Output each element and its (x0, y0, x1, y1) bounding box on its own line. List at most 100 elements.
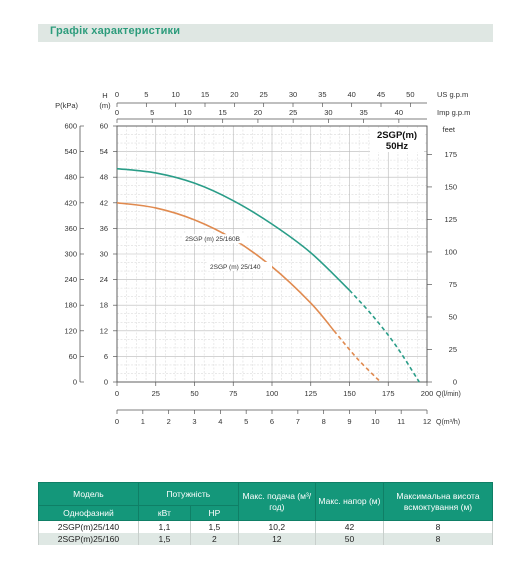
pressure-tick-label: 300 (64, 250, 77, 259)
us-gpm-tick-label: 25 (259, 90, 267, 99)
cell-head: 42 (314, 520, 385, 533)
us-gpm-tick-label: 15 (201, 90, 209, 99)
us-gpm-tick-label: 5 (144, 90, 148, 99)
cell-flow: 12 (237, 533, 316, 545)
chart-labels: H(m) P(kPa) feet US g.p.m Imp g.p.m Q(l/min) Q… (55, 90, 470, 426)
lmin-axis-label: Q(l/min) (436, 391, 461, 398)
imp-gpm-tick-label: 5 (150, 108, 154, 117)
chart-grid (116, 125, 428, 383)
m3h-tick-label: 9 (347, 417, 351, 426)
m3h-tick-label: 8 (322, 417, 326, 426)
m3h-tick-label: 10 (371, 417, 379, 426)
pressure-tick-label: 180 (64, 301, 77, 310)
m3h-tick-label: 2 (167, 417, 171, 426)
lmin-tick-label: 0 (115, 389, 119, 398)
feet-tick-label: 150 (444, 182, 457, 191)
m3h-tick-label: 4 (218, 417, 222, 426)
us-gpm-tick-label: 35 (318, 90, 326, 99)
imp-gpm-tick-label: 20 (254, 108, 262, 117)
imp-gpm-tick-label: 40 (395, 108, 403, 117)
us-gpm-tick-label: 40 (347, 90, 355, 99)
imp-gpm-tick-label: 25 (289, 108, 297, 117)
us-gpm-tick-label: 20 (230, 90, 238, 99)
m3h-tick-label: 6 (270, 417, 274, 426)
cell-hp: 2 (189, 533, 239, 545)
imp-gpm-tick-label: 30 (324, 108, 332, 117)
pressure-tick-label: 360 (64, 224, 77, 233)
pressure-tick-label: 120 (64, 326, 77, 335)
pressure-tick-label: 60 (69, 352, 77, 361)
cell-model: 2SGP(m)25/140 (38, 520, 139, 533)
model-label-bg (370, 128, 424, 152)
head-axis-unit: (m) (99, 101, 111, 110)
feet-tick-label: 75 (449, 280, 457, 289)
feet-tick-label: 50 (449, 312, 457, 321)
subheader-kw: кВт (137, 505, 191, 521)
subheader-phase: Однофазний (38, 505, 139, 521)
cell-flow: 10,2 (237, 520, 316, 533)
us-gpm-tick-label: 0 (115, 90, 119, 99)
cell-suction: 8 (383, 533, 493, 545)
header-bar (38, 24, 493, 42)
us-gpm-tick-label: 30 (289, 90, 297, 99)
lmin-tick-label: 175 (382, 389, 395, 398)
head-tick-label: 24 (100, 275, 108, 284)
lmin-tick-label: 200 (421, 389, 434, 398)
us-gpm-tick-label: 10 (171, 90, 179, 99)
head-tick-label: 42 (100, 198, 108, 207)
m3h-tick-label: 7 (296, 417, 300, 426)
feet-tick-label: 0 (453, 378, 457, 387)
us-gpm-tick-label: 50 (406, 90, 414, 99)
head-tick-label: 54 (100, 147, 108, 156)
cell-kw: 1,5 (137, 533, 191, 545)
imp-gpm-tick-label: 15 (219, 108, 227, 117)
imp-gpm-tick-label: 10 (183, 108, 191, 117)
imp-gpm-axis-label: Imp g.p.m (437, 108, 470, 117)
curve-0 (116, 167, 351, 291)
lmin-tick-label: 25 (152, 389, 160, 398)
head-tick-label: 6 (104, 352, 108, 361)
lmin-tick-label: 125 (304, 389, 317, 398)
pressure-tick-label: 240 (64, 275, 77, 284)
page-title: Графік характеристики (50, 25, 181, 37)
head-tick-label: 60 (100, 122, 108, 131)
feet-axis-label: feet (442, 125, 455, 134)
cell-model: 2SGP(m)25/160 (38, 533, 139, 545)
us-gpm-tick-label: 45 (377, 90, 385, 99)
us-gpm-axis-label: US g.p.m (437, 90, 468, 99)
lmin-tick-label: 75 (229, 389, 237, 398)
imp-gpm-tick-label: 35 (359, 108, 367, 117)
pressure-tick-label: 600 (64, 122, 77, 131)
curve-dashed-1 (333, 330, 382, 383)
subheader-hp: HP (189, 505, 239, 521)
lmin-tick-label: 100 (266, 389, 279, 398)
header-suction: Максимальна висота всмоктування (м) (383, 482, 493, 521)
head-tick-label: 18 (100, 301, 108, 310)
series-label: 2SGP (m) 25/140 (210, 264, 261, 271)
m3h-tick-label: 1 (141, 417, 145, 426)
head-axis-label: H (102, 91, 107, 100)
head-tick-label: 30 (100, 250, 108, 259)
pressure-tick-label: 540 (64, 147, 77, 156)
feet-tick-label: 175 (444, 150, 457, 159)
series-label-bg (183, 234, 248, 244)
m3h-tick-label: 11 (397, 417, 405, 426)
cell-suction: 8 (383, 520, 493, 533)
pressure-tick-label: 480 (64, 173, 77, 182)
series-label-bg (208, 261, 272, 271)
head-tick-label: 48 (100, 173, 108, 182)
feet-tick-label: 25 (449, 345, 457, 354)
cell-hp: 1,5 (189, 520, 239, 533)
head-tick-label: 0 (104, 378, 108, 387)
m3h-tick-label: 5 (244, 417, 248, 426)
pressure-tick-label: 420 (64, 198, 77, 207)
head-tick-label: 36 (100, 224, 108, 233)
lmin-tick-label: 50 (190, 389, 198, 398)
m3h-axis-label: Q(m³/h) (436, 419, 460, 426)
frequency-label: 50Hz (386, 141, 408, 152)
curve-dashed-0 (348, 289, 420, 383)
m3h-tick-label: 3 (192, 417, 196, 426)
chart-ticks: 0612182430364248546006012018024030036042… (64, 90, 457, 426)
head-tick-label: 12 (100, 326, 108, 335)
table-row: 2SGP(m)25/140 1,1 1,5 10,2 42 8 (38, 520, 493, 533)
